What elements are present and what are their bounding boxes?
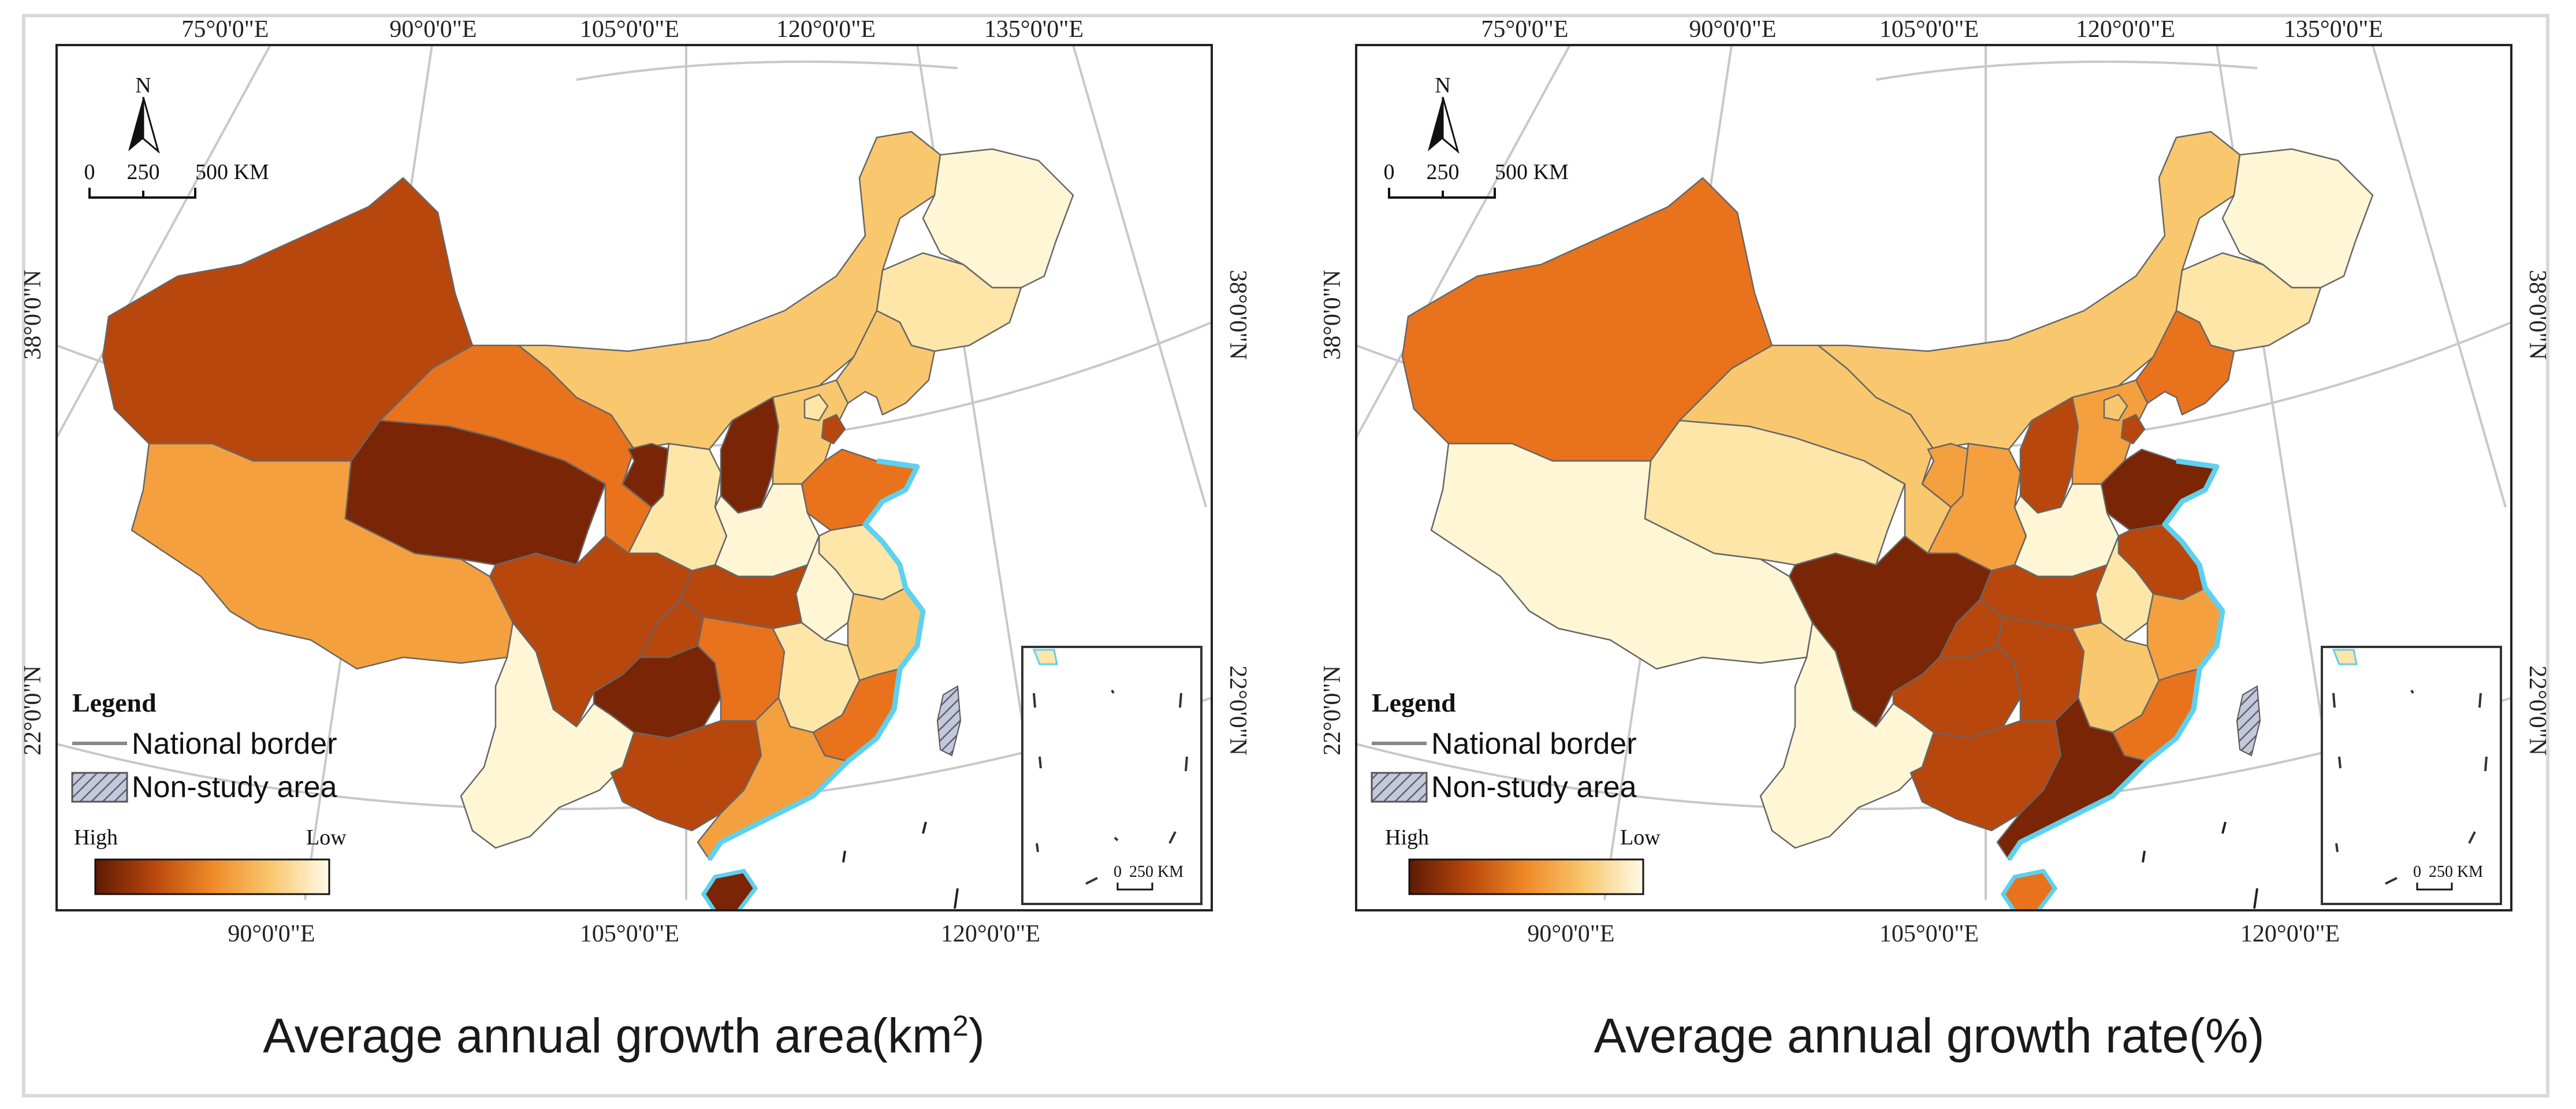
north-arrow-2: N bbox=[1428, 73, 1460, 154]
svg-text:0: 0 bbox=[2413, 863, 2421, 881]
svg-text:250 KM: 250 KM bbox=[2429, 863, 2483, 881]
panel-title-rate: Average annual growth rate(%) bbox=[1594, 1008, 2265, 1063]
lat-label-right-38: 38°0'0"N bbox=[1224, 270, 1251, 360]
china-province-map-area bbox=[57, 45, 1212, 910]
lat-label-left-38: 38°0'0"N bbox=[20, 270, 46, 360]
legend-low-2: Low bbox=[1620, 825, 1661, 850]
province-tibet bbox=[131, 442, 514, 670]
panel-growth-rate: 75°0'0"E 90°0'0"E 105°0'0"E 120°0'0"E 13… bbox=[1319, 16, 2551, 947]
panel-title-area: Average annual growth area(km2) bbox=[263, 1008, 985, 1063]
legend-non-study-2: Non-study area bbox=[1431, 771, 1637, 804]
legend-high: High bbox=[74, 825, 118, 850]
legend-title-2: Legend bbox=[1372, 688, 1456, 717]
panel-growth-area: 75°0'0"E 90°0'0"E 105°0'0"E 120°0'0"E 13… bbox=[20, 16, 1251, 947]
svg-text:250: 250 bbox=[1427, 160, 1460, 184]
legend-national-border-2: National border bbox=[1431, 727, 1637, 761]
legend: Legend National border Non-study area Hi… bbox=[71, 688, 347, 895]
lon-label-120-2: 120°0'0"E bbox=[2076, 16, 2175, 43]
south-china-sea-inset: 0 250 KM bbox=[1021, 646, 1203, 905]
svg-text:500 KM: 500 KM bbox=[1495, 160, 1569, 184]
svg-text:0: 0 bbox=[84, 160, 95, 184]
lon-label-bottom-90-2: 90°0'0"E bbox=[1527, 921, 1614, 947]
lon-label-bottom-120: 120°0'0"E bbox=[941, 921, 1040, 947]
svg-text:N: N bbox=[1435, 73, 1450, 98]
non-study-swatch-2 bbox=[1371, 772, 1428, 803]
north-arrow: N bbox=[128, 73, 160, 154]
svg-text:250: 250 bbox=[127, 160, 160, 184]
legend-2: Legend National border Non-study area Hi… bbox=[1371, 688, 1661, 895]
legend-non-study: Non-study area bbox=[132, 771, 337, 804]
map-frame-2 bbox=[1355, 44, 2512, 911]
south-china-sea-inset-2: 0 250 KM bbox=[2321, 646, 2502, 905]
china-province-map-rate bbox=[1356, 45, 2511, 910]
legend-high-2: High bbox=[1385, 825, 1429, 850]
lon-label-75-2: 75°0'0"E bbox=[1481, 16, 1568, 43]
non-study-swatch bbox=[71, 772, 128, 803]
bottom-longitude-labels: 90°0'0"E 105°0'0"E 120°0'0"E bbox=[228, 921, 1040, 947]
svg-text:500 KM: 500 KM bbox=[195, 160, 269, 184]
svg-text:0: 0 bbox=[1384, 160, 1395, 184]
province-beijing bbox=[803, 393, 829, 422]
lat-label-right-22: 22°0'0"N bbox=[1224, 665, 1251, 756]
top-longitude-labels: 75°0'0"E 90°0'0"E 105°0'0"E 120°0'0"E 13… bbox=[181, 16, 1084, 43]
province-tibet bbox=[1430, 442, 1814, 670]
svg-text:N: N bbox=[135, 73, 151, 98]
province-beijing bbox=[2103, 393, 2128, 422]
lon-label-105-2: 105°0'0"E bbox=[1879, 16, 1979, 43]
scale-bar-2: 0 250 500 KM bbox=[1384, 160, 1569, 199]
svg-text:250 KM: 250 KM bbox=[1129, 863, 1183, 881]
figure-frame bbox=[22, 14, 2549, 1097]
lon-label-bottom-105-2: 105°0'0"E bbox=[1879, 921, 1979, 947]
lat-label-left-22-2: 22°0'0"N bbox=[1319, 665, 1346, 756]
lon-label-105: 105°0'0"E bbox=[580, 16, 679, 43]
lon-label-90: 90°0'0"E bbox=[389, 16, 477, 43]
lon-label-bottom-120-2: 120°0'0"E bbox=[2240, 921, 2340, 947]
lon-label-75: 75°0'0"E bbox=[181, 16, 269, 43]
lon-label-bottom-90: 90°0'0"E bbox=[228, 921, 315, 947]
bottom-longitude-labels-2: 90°0'0"E 105°0'0"E 120°0'0"E bbox=[1527, 921, 2340, 947]
lon-label-90-2: 90°0'0"E bbox=[1689, 16, 1776, 43]
province-yunnan bbox=[1759, 622, 1935, 849]
map-frame bbox=[55, 44, 1213, 911]
lon-label-120: 120°0'0"E bbox=[776, 16, 876, 43]
legend-title: Legend bbox=[72, 688, 157, 717]
lat-label-right-22-2: 22°0'0"N bbox=[2524, 665, 2551, 756]
latitude-labels-2: 38°0'0"N 22°0'0"N 38°0'0"N 22°0'0"N bbox=[1319, 270, 2551, 756]
scale-bar: 0 250 500 KM bbox=[84, 160, 269, 199]
province-tianjin bbox=[2120, 414, 2146, 445]
legend-low: Low bbox=[306, 825, 347, 850]
legend-national-border: National border bbox=[132, 727, 337, 761]
lat-label-left-22: 22°0'0"N bbox=[20, 665, 46, 756]
color-ramp bbox=[94, 858, 330, 895]
lat-label-left-38-2: 38°0'0"N bbox=[1319, 270, 1346, 360]
lon-label-bottom-105: 105°0'0"E bbox=[580, 921, 679, 947]
top-longitude-labels-2: 75°0'0"E 90°0'0"E 105°0'0"E 120°0'0"E 13… bbox=[1481, 16, 2383, 43]
province-yunnan bbox=[460, 622, 635, 849]
lat-label-right-38-2: 38°0'0"N bbox=[2524, 270, 2551, 360]
lon-label-135-2: 135°0'0"E bbox=[2284, 16, 2383, 43]
lon-label-135: 135°0'0"E bbox=[984, 16, 1084, 43]
province-tianjin bbox=[821, 414, 846, 445]
color-ramp-2 bbox=[1408, 858, 1644, 895]
latitude-labels: 38°0'0"N 22°0'0"N 38°0'0"N 22°0'0"N bbox=[20, 270, 1251, 756]
svg-text:0: 0 bbox=[1114, 863, 1122, 881]
